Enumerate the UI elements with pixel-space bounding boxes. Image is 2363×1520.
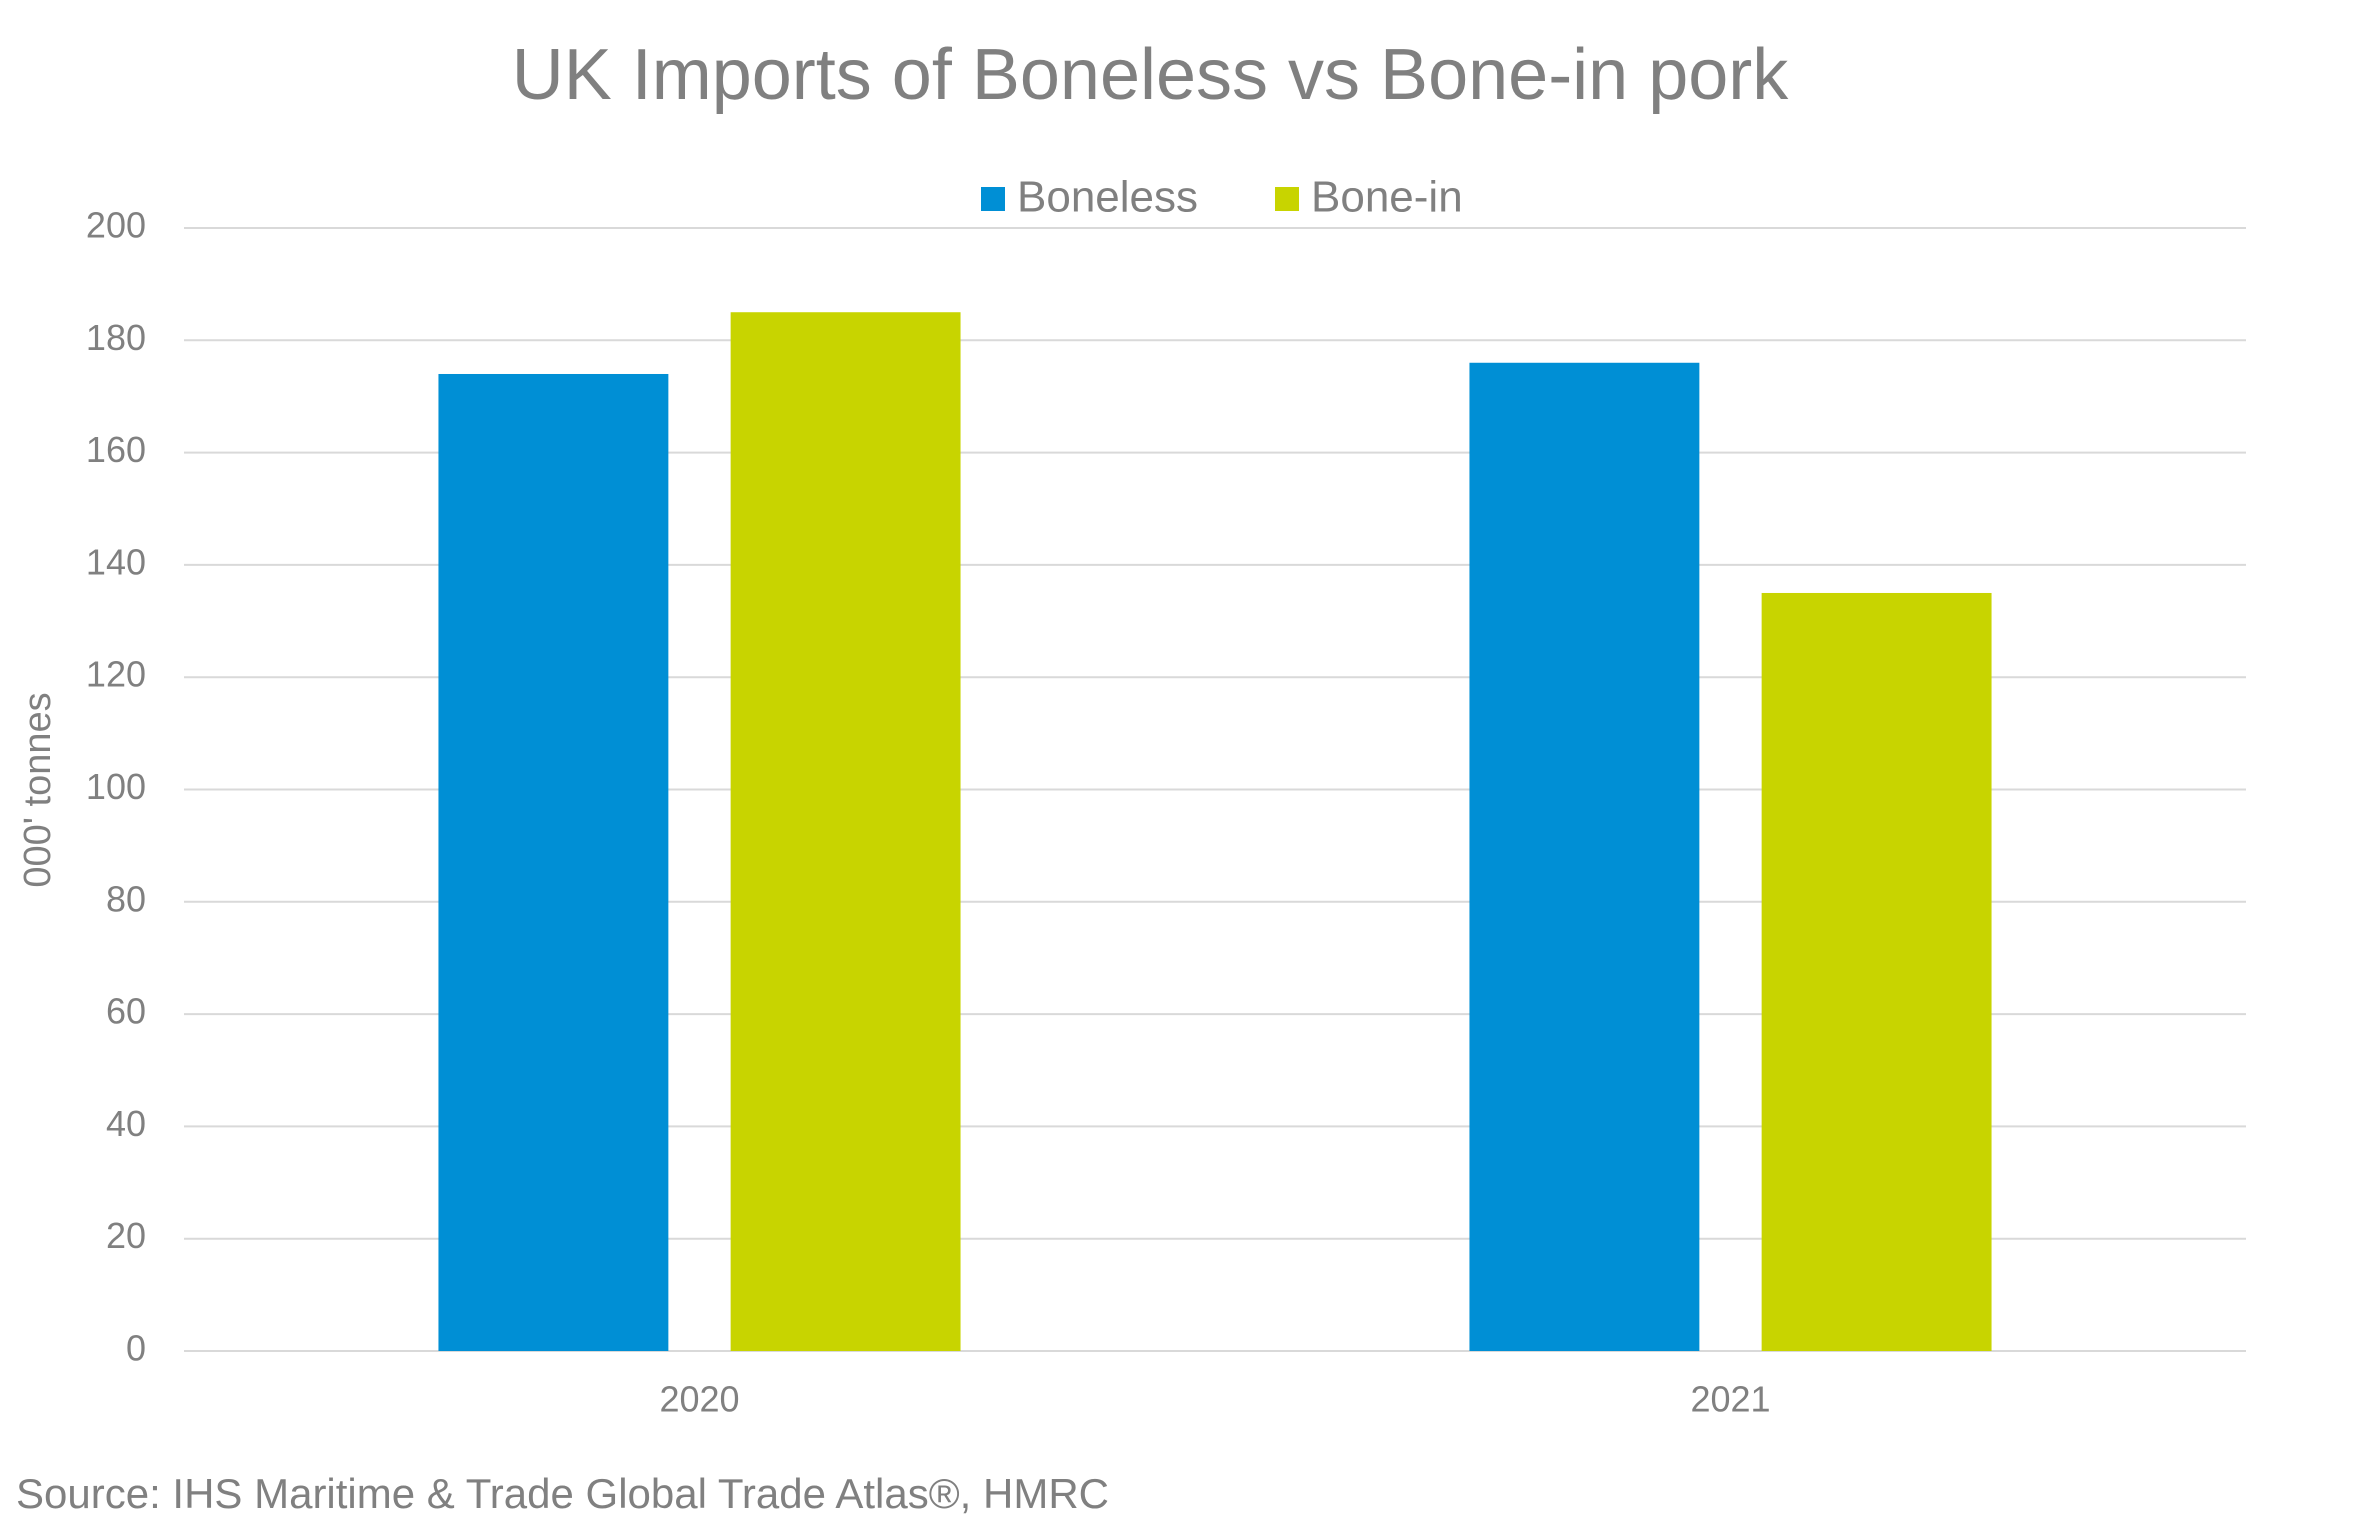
x-tick-label: 2020 [659, 1379, 739, 1420]
bar [1469, 362, 1700, 1351]
y-tick-label: 180 [86, 317, 146, 358]
y-tick-label: 200 [86, 205, 146, 246]
source-note: Source: IHS Maritime & Trade Global Trad… [16, 1470, 1109, 1517]
legend-swatch [981, 187, 1005, 211]
y-tick-label: 140 [86, 541, 146, 582]
y-axis-label: 000' tonnes [17, 692, 59, 887]
y-tick-label: 0 [126, 1328, 146, 1369]
chart-title: UK Imports of Boneless vs Bone-in pork [512, 35, 1790, 115]
y-tick-label: 20 [106, 1215, 146, 1256]
y-tick-label: 80 [106, 878, 146, 919]
x-tick-label: 2021 [1690, 1379, 1770, 1420]
y-tick-label: 40 [106, 1103, 146, 1144]
y-tick-label: 100 [86, 766, 146, 807]
legend-swatch [1275, 187, 1299, 211]
bar [1761, 592, 1992, 1351]
y-tick-label: 120 [86, 654, 146, 695]
bar [730, 312, 961, 1352]
bar [438, 373, 669, 1351]
y-tick-label: 60 [106, 991, 146, 1032]
legend-label: Bone-in [1311, 173, 1463, 222]
y-tick-label: 160 [86, 429, 146, 470]
legend-label: Boneless [1017, 173, 1198, 222]
